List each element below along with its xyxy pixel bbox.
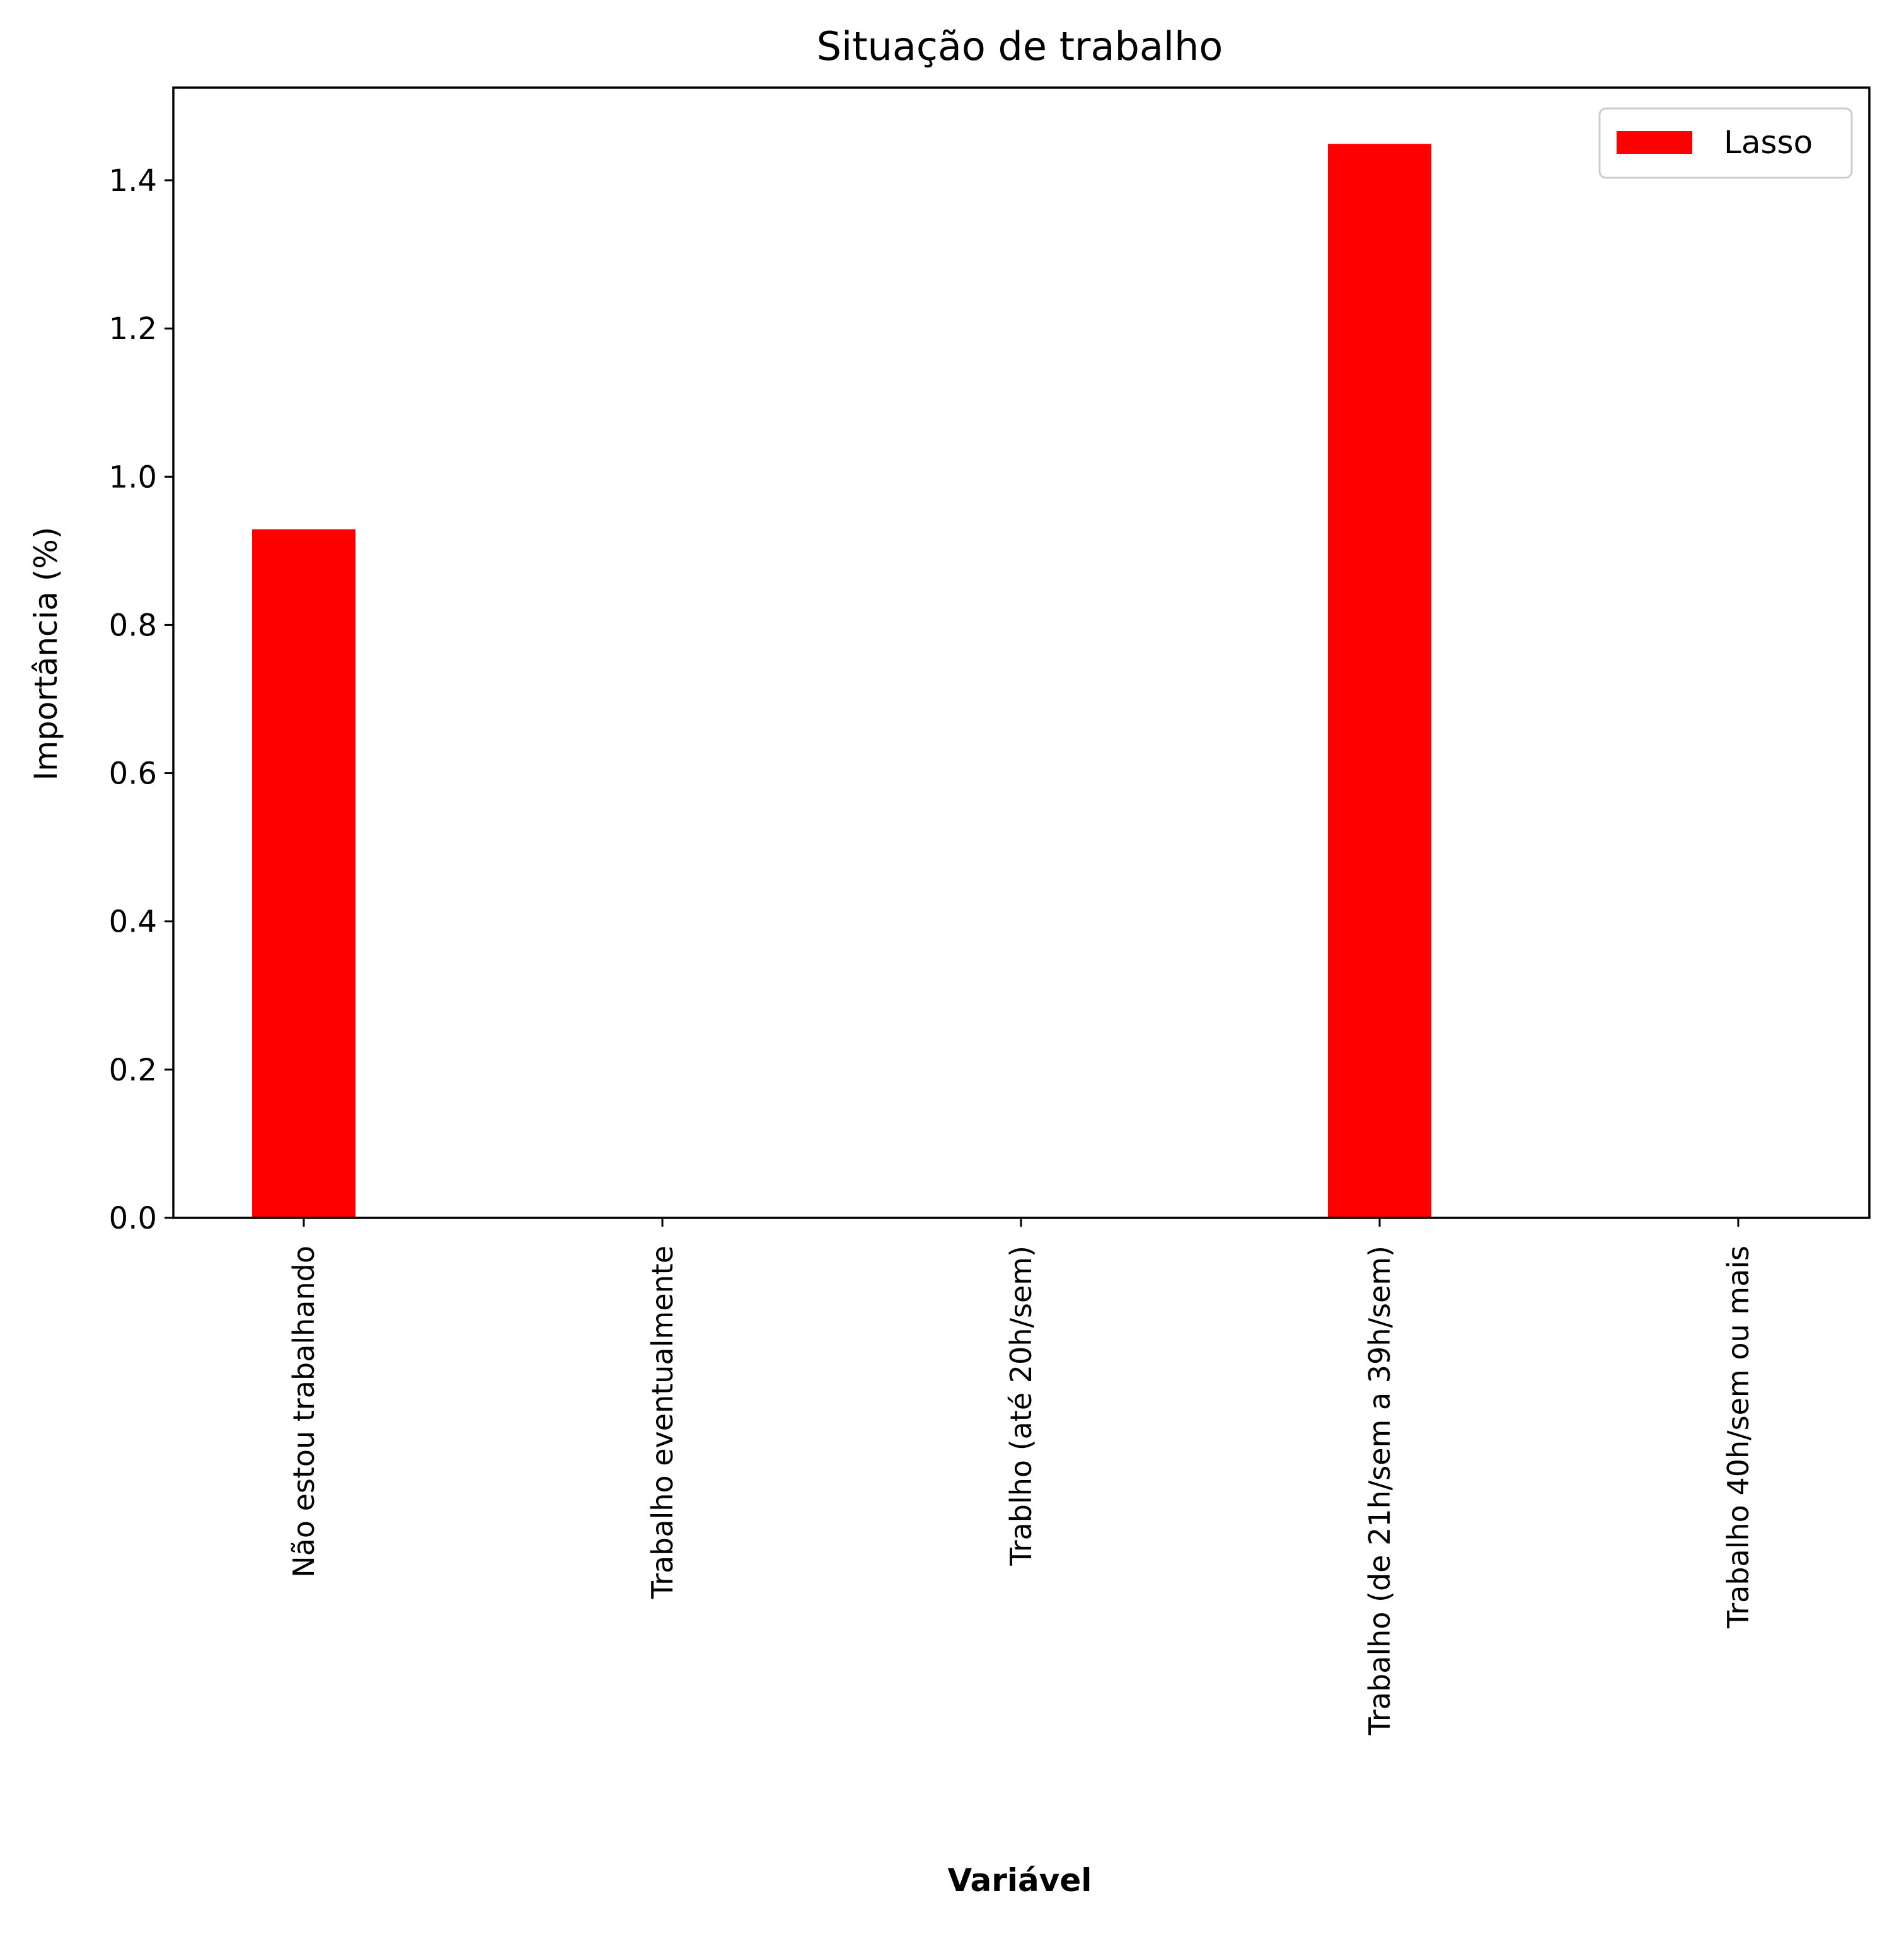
legend-swatch-lasso [1617,131,1692,154]
plot-frame [172,86,1871,1219]
bar-4 [1327,142,1433,1219]
x-tick-label-2: Trabalho eventualmente [645,1246,679,1599]
x-axis-ticks: Não estou trabalhando Trabalho eventualme… [287,1218,1755,1736]
y-tick-label-4: 0.6 [109,756,157,792]
x-tick-label-1: Não estou trabalhando [287,1246,321,1578]
chart-title: Situação de trabalho [817,23,1223,69]
y-axis-label: Importância (%) [28,527,64,781]
y-tick-label-6: 1.0 [109,460,157,495]
y-tick-label-8: 1.4 [109,163,157,199]
x-tick-label-5: Trabalho 40h/sem ou mais [1721,1246,1755,1629]
y-tick-label-2: 0.2 [109,1053,157,1088]
x-tick-label-4: Trabalho (de 21h/sem a 39h/sem) [1363,1246,1397,1736]
bars-layer [251,142,1433,1219]
y-axis-ticks: 0.0 0.2 0.4 0.6 0.8 1.0 1.2 1.4 [109,163,173,1236]
bar-1 [251,528,357,1218]
legend-box [1598,107,1853,179]
x-tick-label-3: Trablho (até 20h/sem) [1004,1246,1038,1566]
y-tick-label-3: 0.4 [109,905,157,940]
y-tick-label-5: 0.8 [109,608,157,643]
x-axis-label: Variável [948,1862,1092,1899]
y-tick-label-7: 1.2 [109,311,157,347]
y-tick-label-1: 0.0 [109,1201,157,1236]
legend: Lasso [1598,107,1853,179]
legend-label-lasso: Lasso [1724,124,1813,161]
